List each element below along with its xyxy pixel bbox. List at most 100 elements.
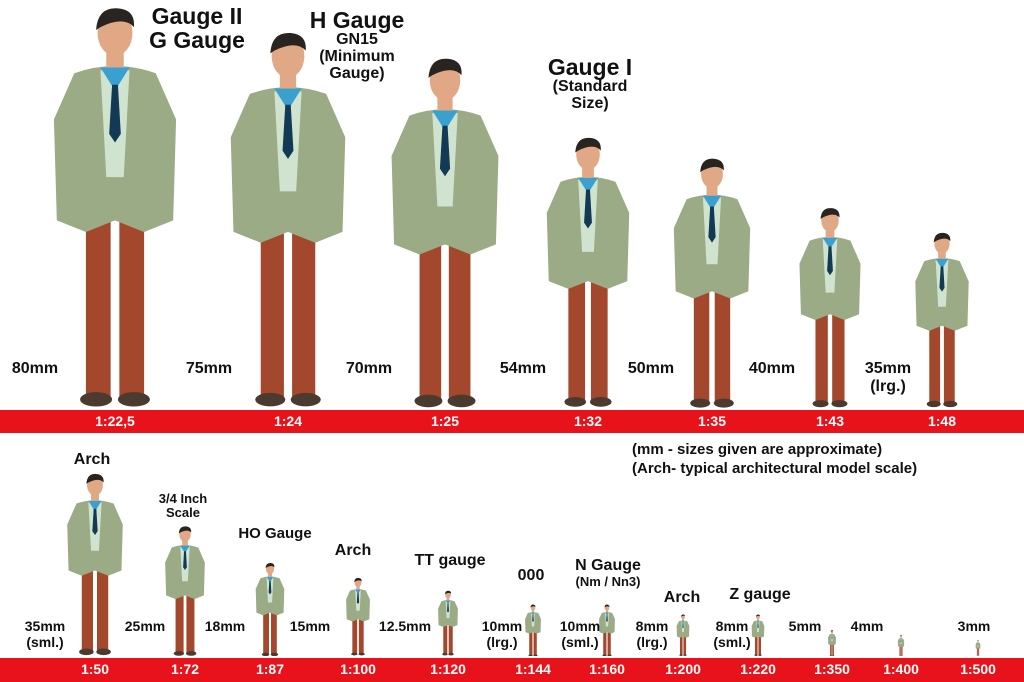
note-approx: (mm - sizes given are approximate)	[632, 441, 883, 458]
gauge-title: Gauge I (Standard Size)	[548, 55, 632, 113]
scale-label: 1:220	[740, 661, 776, 677]
size-label: 25mm	[125, 618, 165, 634]
size-note: (sml.)	[26, 634, 64, 651]
figure	[381, 55, 508, 409]
gauge-title-line: HO Gauge	[238, 525, 312, 542]
size-label: 35mm (sml.)	[25, 618, 65, 650]
size-note: (sml.)	[713, 634, 751, 651]
gauge-title-line: Gauge)	[329, 64, 385, 82]
size-value: 80mm	[11, 360, 59, 377]
size-label: 54mm	[500, 360, 546, 378]
size-label: 8mm (sml.)	[713, 618, 750, 650]
scale-label: 1:200	[665, 661, 701, 677]
figure	[344, 577, 372, 656]
size-value: 4mm	[850, 618, 884, 634]
figure	[750, 614, 765, 656]
gauge-title-line: 3/4 Inch	[158, 491, 208, 506]
size-label: 4mm	[851, 618, 884, 634]
scale-bar-bottom	[0, 658, 1024, 682]
figure	[827, 630, 836, 656]
size-value: 10mm	[481, 618, 523, 634]
gauge-title: TT gauge	[414, 552, 486, 570]
scale-label: 1:500	[960, 661, 996, 677]
size-note: (lrg.)	[870, 378, 906, 396]
gauge-title-line: TT gauge	[414, 552, 486, 569]
figure	[524, 604, 543, 657]
gauge-title-line: Scale	[166, 504, 200, 520]
size-label: 3mm	[958, 618, 991, 634]
gauge-title-line: Arch	[73, 451, 111, 468]
size-value: 35mm	[864, 360, 912, 377]
size-label: 50mm	[628, 360, 674, 378]
scale-label: 1:43	[815, 413, 845, 429]
size-label: 70mm	[346, 360, 392, 378]
size-value: 8mm	[635, 618, 669, 634]
size-value: 35mm	[24, 618, 66, 634]
gauge-title-line: 000	[517, 567, 545, 584]
gauge-title: Gauge II G Gauge	[149, 4, 245, 52]
figure	[436, 590, 460, 656]
gauge-title: HO Gauge	[238, 526, 311, 542]
gauge-title: 000	[517, 567, 545, 585]
scale-label: 1:100	[340, 661, 376, 677]
scale-label: 1:72	[170, 661, 200, 677]
scale-label: 1:48	[927, 413, 957, 429]
figure	[220, 29, 356, 408]
size-label: 10mm (lrg.)	[482, 618, 522, 650]
size-label: 80mm	[12, 360, 58, 378]
scale-label: 1:50	[80, 661, 110, 677]
size-value: 25mm	[124, 618, 166, 634]
size-note: (lrg.)	[636, 634, 668, 651]
figure	[667, 156, 758, 409]
gauge-title-line: Z gauge	[729, 586, 791, 603]
scale-bar-top	[0, 410, 1024, 433]
size-label: 10mm (sml.)	[560, 618, 600, 650]
gauge-title-line: Arch	[334, 542, 372, 559]
gauge-title-line: (Standard	[552, 78, 628, 96]
gauge-title: Arch	[663, 589, 701, 607]
size-label: 8mm (lrg.)	[636, 618, 669, 650]
gauge-title-line: N Gauge	[575, 557, 641, 574]
size-value: 5mm	[788, 618, 822, 634]
scale-label: 1:350	[814, 661, 850, 677]
figure	[42, 4, 187, 408]
figure	[675, 614, 690, 656]
gauge-title: Z gauge	[729, 586, 791, 604]
gauge-title-line: G Gauge	[149, 27, 245, 54]
scale-label: 1:22,5	[95, 413, 135, 429]
figure	[897, 635, 905, 656]
figure	[539, 135, 637, 408]
figure	[62, 472, 128, 656]
gauge-title-line: Gauge I	[547, 54, 633, 80]
scale-label: 1:400	[883, 661, 919, 677]
size-value: 54mm	[499, 360, 547, 377]
size-value: 70mm	[345, 360, 393, 377]
scale-label: 1:87	[255, 661, 285, 677]
scale-label: 1:160	[589, 661, 625, 677]
scale-label: 1:35	[697, 413, 727, 429]
size-label: 75mm	[186, 360, 232, 378]
scale-label: 1:144	[515, 661, 551, 677]
figure	[253, 562, 287, 657]
notes: (mm - sizes given are approximate) (Arch…	[632, 441, 917, 479]
size-label: 35mm (lrg.)	[865, 360, 911, 397]
size-label: 40mm	[749, 360, 795, 378]
figure	[975, 640, 981, 656]
gauge-title-line: (Nm / Nn3)	[575, 573, 641, 589]
size-value: 40mm	[748, 360, 796, 377]
size-value: 3mm	[957, 618, 991, 634]
size-note: (sml.)	[561, 634, 599, 651]
figure	[161, 525, 208, 656]
size-label: 18mm	[205, 618, 245, 634]
size-label: 5mm	[789, 618, 822, 634]
size-note: (lrg.)	[486, 634, 518, 651]
gauge-title: H Gauge GN15 (Minimum Gauge)	[310, 8, 405, 83]
gauge-title: Arch	[334, 542, 372, 560]
gauge-title-line: Arch	[663, 589, 701, 606]
gauge-title: 3/4 Inch Scale	[159, 492, 207, 519]
scale-label: 1:25	[430, 413, 460, 429]
gauge-title-line: Size)	[571, 94, 609, 112]
figure	[598, 604, 617, 657]
size-value: 75mm	[185, 360, 233, 377]
size-value: 12.5mm	[378, 618, 432, 634]
